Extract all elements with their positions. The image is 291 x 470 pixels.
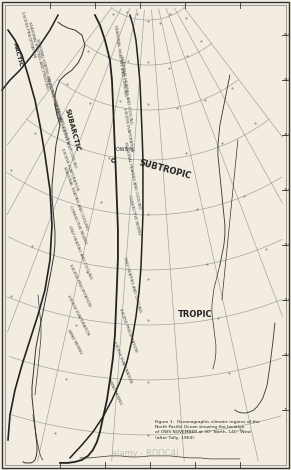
Text: WIND MIXING: WIND MIXING — [66, 329, 82, 355]
Text: ONLY HEATING AND COOLING: ONLY HEATING AND COOLING — [67, 225, 93, 280]
Text: 14°: 14° — [284, 353, 290, 357]
Text: 7°: 7° — [284, 408, 288, 412]
Text: 21°: 21° — [284, 298, 290, 302]
Text: 42°: 42° — [284, 133, 290, 137]
Text: SEASONAL HEATING AND COOLING: SEASONAL HEATING AND COOLING — [52, 102, 77, 168]
Text: ARCTIC: ARCTIC — [12, 42, 24, 68]
Text: SEASONAL HEATING AND CONVECTIVE MIXING: SEASONAL HEATING AND CONVECTIVE MIXING — [35, 39, 61, 122]
Text: 55°: 55° — [284, 33, 290, 37]
Text: EXCESS EVAPORATION: EXCESS EVAPORATION — [61, 149, 79, 192]
Text: EXCESS PRECIPITATION: EXCESS PRECIPITATION — [20, 12, 36, 58]
Text: SEASONAL HEATING AND COOLING: SEASONAL HEATING AND COOLING — [62, 166, 88, 230]
Text: 35°: 35° — [284, 188, 290, 192]
Text: EXCESS PRECIPITATION: EXCESS PRECIPITATION — [68, 263, 91, 306]
Text: TROPIC: TROPIC — [178, 311, 212, 320]
Text: CONVECTIVE MIXING: CONVECTIVE MIXING — [127, 195, 141, 235]
Text: EXCESS EVAPORATION: EXCESS EVAPORATION — [66, 294, 90, 336]
Text: WIND MIXING: WIND MIXING — [107, 379, 123, 405]
Text: Figure 1:  Oceanographic climatic regions of the
North Pacific Ocean showing the: Figure 1: Oceanographic climatic regions… — [155, 420, 260, 439]
Text: EXCESS EVAPORATION: EXCESS EVAPORATION — [122, 108, 134, 152]
Text: SEASONAL HEATING AND COOLING: SEASONAL HEATING AND COOLING — [45, 77, 70, 143]
Text: EXCESS EVAPORATION: EXCESS EVAPORATION — [112, 341, 132, 384]
Text: 28°: 28° — [284, 243, 290, 247]
Text: SEASONAL HEATING AND COOLING: SEASONAL HEATING AND COOLING — [123, 141, 141, 209]
Text: SUBARCTIC: SUBARCTIC — [63, 108, 81, 152]
Text: SUBTROPIC: SUBTROPIC — [138, 159, 192, 181]
Text: SEASONAL HEATING AND COOLING: SEASONAL HEATING AND COOLING — [113, 24, 127, 96]
Text: SEASONAL MELTING AND FREEZING: SEASONAL MELTING AND FREEZING — [27, 21, 49, 89]
Text: OWS N: OWS N — [116, 147, 133, 152]
Text: ONLY HEATING AND COOLING: ONLY HEATING AND COOLING — [122, 257, 142, 313]
Text: EXCESS PRECIPITATION: EXCESS PRECIPITATION — [118, 308, 138, 352]
Text: alamy - RDDC4J: alamy - RDDC4J — [112, 449, 178, 458]
Text: SEASONAL HEATING AND COOLING: SEASONAL HEATING AND COOLING — [119, 56, 133, 125]
Text: 49°: 49° — [284, 78, 290, 82]
Text: CONVECTIVE MIXING: CONVECTIVE MIXING — [68, 205, 88, 245]
